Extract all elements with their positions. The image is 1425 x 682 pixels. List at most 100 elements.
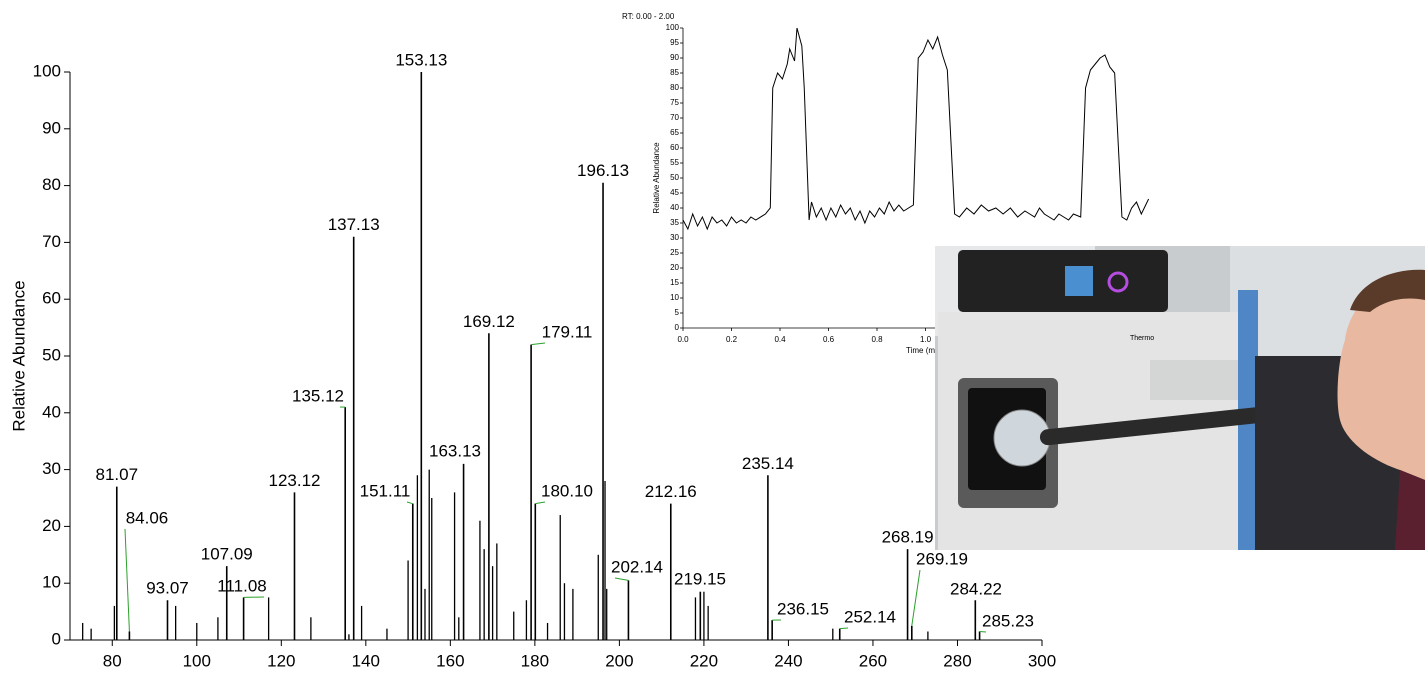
leader-line bbox=[614, 577, 629, 581]
y-tick-label: 50 bbox=[42, 345, 61, 364]
peak-label: 107.09 bbox=[201, 545, 253, 564]
leader-line bbox=[839, 627, 849, 630]
x-tick-label: 80 bbox=[103, 651, 122, 670]
peak-label: 269.19 bbox=[916, 549, 968, 568]
inset-y-tick-label: 70 bbox=[670, 113, 679, 122]
x-tick-label: 220 bbox=[690, 651, 718, 670]
inset-y-tick-label: 100 bbox=[666, 23, 680, 32]
leader-line bbox=[406, 501, 413, 505]
inset-y-tick-label: 15 bbox=[670, 278, 679, 287]
device-ring bbox=[1107, 271, 1129, 293]
peak-label: 212.16 bbox=[645, 482, 697, 501]
peak-label: 169.12 bbox=[463, 312, 515, 331]
peak-label: 268.19 bbox=[882, 528, 934, 547]
peak-label: 137.13 bbox=[328, 215, 380, 234]
y-tick-label: 20 bbox=[42, 516, 61, 535]
peak-label: 84.06 bbox=[126, 508, 169, 527]
peak-label: 93.07 bbox=[146, 579, 189, 598]
inset-y-tick-label: 20 bbox=[670, 263, 679, 272]
inset-y-tick-label: 85 bbox=[670, 68, 679, 77]
inset-y-tick-label: 95 bbox=[670, 38, 679, 47]
y-tick-label: 60 bbox=[42, 289, 61, 308]
peak-label: 284.22 bbox=[950, 579, 1002, 598]
y-tick-label: 10 bbox=[42, 573, 61, 592]
peak-label: 180.10 bbox=[541, 481, 593, 500]
inset-y-tick-label: 35 bbox=[670, 218, 679, 227]
inset-y-tick-label: 65 bbox=[670, 128, 679, 137]
y-tick-label: 80 bbox=[42, 175, 61, 194]
y-tick-label: 70 bbox=[42, 232, 61, 251]
y-tick-label: 40 bbox=[42, 402, 61, 421]
inset-y-tick-label: 10 bbox=[670, 293, 679, 302]
y-tick-label: 0 bbox=[52, 629, 61, 648]
inset-x-tick-label: 0.6 bbox=[823, 335, 835, 344]
chromatogram-line bbox=[682, 27, 1150, 231]
inset-x-tick-label: 1.0 bbox=[920, 335, 932, 344]
inset-y-tick-label: 50 bbox=[670, 173, 679, 182]
x-tick-label: 140 bbox=[352, 651, 380, 670]
leader-line bbox=[124, 528, 130, 632]
peak-label: 179.11 bbox=[542, 322, 593, 341]
x-tick-label: 160 bbox=[436, 651, 464, 670]
inset-y-tick-label: 40 bbox=[670, 203, 679, 212]
peak-label: 81.07 bbox=[96, 465, 139, 484]
inset-y-tick-label: 60 bbox=[670, 143, 679, 152]
inset-x-label: Time (min) bbox=[906, 346, 944, 355]
face bbox=[1337, 274, 1425, 480]
inset-x-tick-label: 0.4 bbox=[774, 335, 786, 344]
y-tick-label: 100 bbox=[33, 61, 61, 80]
breath-tube bbox=[1039, 404, 1289, 446]
inset-y-tick-label: 45 bbox=[670, 188, 679, 197]
x-tick-label: 200 bbox=[605, 651, 633, 670]
leader-line bbox=[911, 569, 921, 626]
y-tick-label: 30 bbox=[42, 459, 61, 478]
peak-label: 219.15 bbox=[674, 569, 726, 588]
x-tick-label: 240 bbox=[774, 651, 802, 670]
peak-label: 135.12 bbox=[292, 386, 344, 405]
peak-label: 285.23 bbox=[982, 611, 1034, 630]
x-tick-label: 260 bbox=[859, 651, 887, 670]
brand-text: Thermo bbox=[1130, 335, 1154, 342]
shirt bbox=[1395, 470, 1425, 550]
inset-title: RT: 0.00 - 2.00 bbox=[622, 12, 675, 21]
x-tick-label: 300 bbox=[1028, 651, 1056, 670]
y-tick-label: 90 bbox=[42, 118, 61, 137]
x-tick-label: 120 bbox=[267, 651, 295, 670]
panel bbox=[1150, 360, 1238, 400]
peak-label: 196.13 bbox=[577, 161, 629, 180]
x-tick-label: 180 bbox=[521, 651, 549, 670]
inset-x-tick-label: 0.2 bbox=[726, 335, 738, 344]
inset-y-tick-label: 90 bbox=[670, 53, 679, 62]
hair bbox=[1350, 269, 1425, 312]
peak-label: 111.08 bbox=[217, 576, 266, 595]
y-axis-label: Relative Abundance bbox=[9, 280, 28, 431]
x-tick-label: 100 bbox=[183, 651, 211, 670]
peak-label: 151.11 bbox=[360, 481, 411, 500]
peak-label: 123.12 bbox=[268, 471, 320, 490]
peak-label: 153.13 bbox=[395, 50, 447, 69]
inset-x-tick-label: 0.8 bbox=[871, 335, 883, 344]
device-screen bbox=[1065, 266, 1093, 296]
inset-y-tick-label: 80 bbox=[670, 83, 679, 92]
leader-line bbox=[535, 501, 546, 505]
device bbox=[958, 250, 1168, 312]
inset-x-tick-label: 0.0 bbox=[677, 335, 689, 344]
leader-line bbox=[979, 630, 987, 633]
peak-label: 252.14 bbox=[844, 607, 896, 626]
inset-y-tick-label: 75 bbox=[670, 98, 679, 107]
inset-y-label: Relative Abundance bbox=[652, 142, 661, 214]
x-tick-label: 280 bbox=[943, 651, 971, 670]
leader-line bbox=[531, 342, 546, 346]
peak-label: 235.14 bbox=[742, 454, 794, 473]
peak-label: 202.14 bbox=[611, 557, 663, 576]
inset-y-tick-label: 55 bbox=[670, 158, 679, 167]
inset-y-tick-label: 0 bbox=[675, 323, 680, 332]
inset-y-tick-label: 30 bbox=[670, 233, 679, 242]
photo: Thermo bbox=[935, 246, 1425, 550]
peak-label: 236.15 bbox=[777, 599, 829, 618]
inset-y-tick-label: 5 bbox=[675, 308, 680, 317]
peak-label: 163.13 bbox=[429, 441, 481, 460]
inset-y-tick-label: 25 bbox=[670, 248, 679, 257]
